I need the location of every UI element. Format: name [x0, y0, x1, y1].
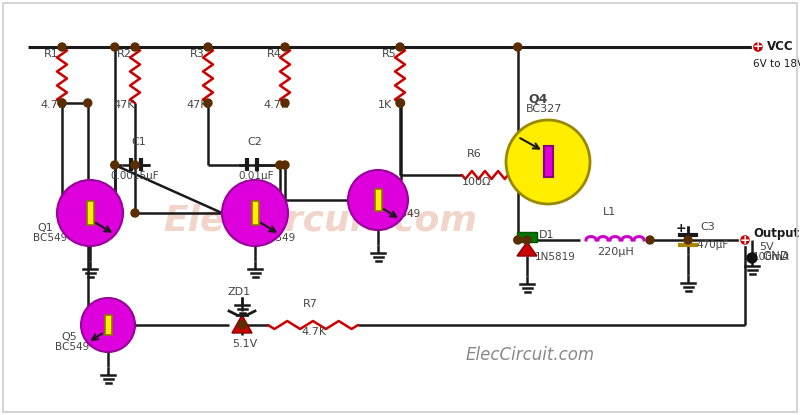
- FancyBboxPatch shape: [374, 189, 382, 211]
- Circle shape: [204, 99, 212, 107]
- Text: 1K: 1K: [378, 100, 392, 110]
- Text: Q2: Q2: [265, 223, 281, 233]
- Circle shape: [396, 43, 404, 51]
- Text: 0.01μF: 0.01μF: [238, 171, 274, 181]
- Text: 470μF: 470μF: [696, 240, 728, 250]
- Text: R5: R5: [382, 49, 397, 59]
- Circle shape: [523, 236, 531, 244]
- Text: VCC: VCC: [767, 39, 794, 53]
- Circle shape: [204, 43, 212, 51]
- Text: R4: R4: [267, 49, 282, 59]
- Text: C3: C3: [700, 222, 714, 232]
- Text: BC327: BC327: [526, 104, 562, 114]
- Text: BC549: BC549: [386, 209, 420, 219]
- Text: 47K: 47K: [113, 100, 134, 110]
- Text: 47K: 47K: [186, 100, 207, 110]
- Text: Q4: Q4: [528, 92, 547, 105]
- Text: R1: R1: [44, 49, 58, 59]
- FancyBboxPatch shape: [86, 201, 94, 225]
- Text: D1: D1: [539, 230, 554, 240]
- Circle shape: [131, 161, 139, 169]
- Circle shape: [396, 99, 404, 107]
- Text: BC549: BC549: [261, 233, 295, 243]
- Circle shape: [397, 99, 405, 107]
- Text: +: +: [676, 222, 686, 235]
- Text: 5V: 5V: [759, 242, 774, 252]
- Text: Q3: Q3: [390, 197, 406, 207]
- Text: 220μH: 220μH: [597, 247, 634, 257]
- Text: R6: R6: [467, 149, 482, 159]
- Circle shape: [514, 43, 522, 51]
- Text: 4.7K: 4.7K: [40, 100, 65, 110]
- FancyBboxPatch shape: [105, 315, 111, 335]
- Text: 100Ω: 100Ω: [462, 177, 491, 187]
- Polygon shape: [232, 315, 252, 333]
- Circle shape: [58, 99, 66, 107]
- Text: R3: R3: [190, 49, 205, 59]
- Text: ElecCircuit.com: ElecCircuit.com: [163, 203, 477, 237]
- Circle shape: [684, 236, 692, 244]
- Text: C1: C1: [131, 137, 146, 147]
- Circle shape: [84, 99, 92, 107]
- Circle shape: [110, 43, 118, 51]
- Circle shape: [281, 43, 289, 51]
- Circle shape: [238, 321, 246, 329]
- Circle shape: [348, 170, 408, 230]
- FancyBboxPatch shape: [517, 232, 537, 242]
- Text: C2: C2: [247, 137, 262, 147]
- Circle shape: [81, 298, 135, 352]
- Circle shape: [747, 253, 757, 263]
- Text: BC549: BC549: [55, 342, 90, 352]
- Circle shape: [281, 161, 289, 169]
- Circle shape: [57, 180, 123, 246]
- Circle shape: [58, 99, 66, 107]
- Polygon shape: [517, 242, 537, 256]
- Text: Output: Output: [753, 227, 799, 240]
- Text: ZD1: ZD1: [228, 287, 251, 297]
- Circle shape: [222, 180, 288, 246]
- Circle shape: [131, 209, 139, 217]
- Circle shape: [646, 236, 654, 244]
- Circle shape: [58, 43, 66, 51]
- Circle shape: [276, 161, 284, 169]
- Text: Q5: Q5: [61, 332, 77, 342]
- FancyBboxPatch shape: [543, 146, 553, 178]
- Text: 4.7K: 4.7K: [301, 327, 326, 337]
- Text: R7: R7: [303, 299, 318, 309]
- FancyBboxPatch shape: [251, 201, 258, 225]
- Text: +: +: [753, 41, 763, 54]
- Circle shape: [514, 236, 522, 244]
- Circle shape: [281, 99, 289, 107]
- Text: 5.1V: 5.1V: [232, 339, 258, 349]
- Text: ElecCircuit.com: ElecCircuit.com: [466, 346, 594, 364]
- Text: 100mA: 100mA: [753, 252, 790, 262]
- Circle shape: [753, 42, 763, 53]
- Text: Q1: Q1: [37, 223, 53, 233]
- Text: 0.0015μF: 0.0015μF: [110, 171, 158, 181]
- Circle shape: [506, 120, 590, 204]
- Circle shape: [131, 43, 139, 51]
- Text: +: +: [740, 234, 750, 247]
- Circle shape: [110, 161, 118, 169]
- Text: R2: R2: [117, 49, 132, 59]
- Text: 4.7K: 4.7K: [263, 100, 288, 110]
- Text: BC549: BC549: [33, 233, 67, 243]
- Circle shape: [741, 236, 749, 244]
- Circle shape: [739, 234, 750, 246]
- Text: GND: GND: [762, 250, 789, 263]
- Text: L1: L1: [603, 207, 616, 217]
- Text: 6V to 18V: 6V to 18V: [753, 59, 800, 69]
- Text: 1N5819: 1N5819: [535, 252, 576, 262]
